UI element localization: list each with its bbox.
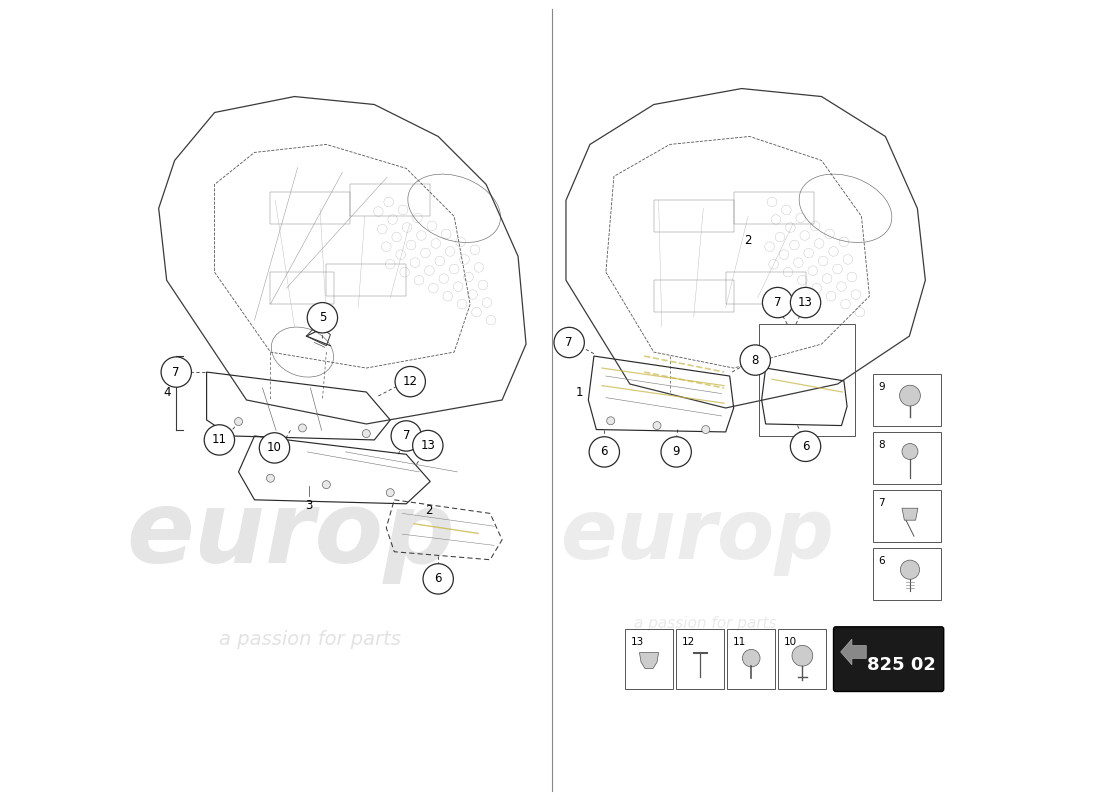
Circle shape xyxy=(702,426,710,434)
Bar xyxy=(726,272,805,304)
Circle shape xyxy=(424,564,453,594)
Circle shape xyxy=(322,481,330,489)
Text: 13: 13 xyxy=(630,637,644,647)
Circle shape xyxy=(762,287,793,318)
Text: 2: 2 xyxy=(745,234,751,246)
Text: a passion for parts: a passion for parts xyxy=(635,616,777,631)
Text: 1: 1 xyxy=(575,386,583,398)
Bar xyxy=(271,192,350,224)
Text: 4: 4 xyxy=(163,386,170,399)
Text: 6: 6 xyxy=(878,556,884,566)
Text: 6: 6 xyxy=(802,440,810,453)
Circle shape xyxy=(395,366,426,397)
Circle shape xyxy=(266,474,275,482)
Polygon shape xyxy=(902,508,918,520)
Text: 13: 13 xyxy=(420,439,436,452)
Text: europ: europ xyxy=(561,495,835,576)
Bar xyxy=(734,192,814,224)
Circle shape xyxy=(742,650,760,667)
Circle shape xyxy=(298,424,307,432)
Circle shape xyxy=(901,560,920,579)
Circle shape xyxy=(386,489,394,497)
Text: 3: 3 xyxy=(305,499,312,512)
Text: 7: 7 xyxy=(774,296,781,309)
Text: 7: 7 xyxy=(173,366,180,378)
Bar xyxy=(653,200,734,232)
Circle shape xyxy=(661,437,692,467)
Circle shape xyxy=(205,425,234,455)
Text: a passion for parts: a passion for parts xyxy=(220,630,402,649)
Circle shape xyxy=(161,357,191,387)
Text: 9: 9 xyxy=(878,382,884,392)
Circle shape xyxy=(412,430,443,461)
Text: 7: 7 xyxy=(565,336,573,349)
Text: 825 02: 825 02 xyxy=(867,656,936,674)
Bar xyxy=(653,280,734,312)
Text: 9: 9 xyxy=(672,446,680,458)
Circle shape xyxy=(307,302,338,333)
FancyBboxPatch shape xyxy=(834,627,944,691)
Text: europ: europ xyxy=(126,487,455,584)
Text: 13: 13 xyxy=(799,296,813,309)
Circle shape xyxy=(260,433,289,463)
Text: 8: 8 xyxy=(878,440,884,450)
Circle shape xyxy=(554,327,584,358)
Polygon shape xyxy=(639,653,659,669)
Text: 11: 11 xyxy=(733,637,746,647)
Text: 12: 12 xyxy=(403,375,418,388)
Text: 5: 5 xyxy=(319,311,326,324)
Circle shape xyxy=(234,418,242,426)
Bar xyxy=(271,272,334,304)
Bar xyxy=(327,264,406,296)
Text: 7: 7 xyxy=(878,498,884,508)
Polygon shape xyxy=(840,639,867,665)
Bar xyxy=(350,184,430,216)
Circle shape xyxy=(392,421,421,451)
Text: 11: 11 xyxy=(212,434,227,446)
Text: 2: 2 xyxy=(425,504,432,517)
Circle shape xyxy=(791,431,821,462)
Circle shape xyxy=(362,430,371,438)
Circle shape xyxy=(607,417,615,425)
Text: 10: 10 xyxy=(784,637,798,647)
Text: 8: 8 xyxy=(751,354,759,366)
Circle shape xyxy=(900,386,921,406)
Circle shape xyxy=(792,646,813,666)
Text: 6: 6 xyxy=(601,446,608,458)
Circle shape xyxy=(902,443,918,459)
Text: 12: 12 xyxy=(682,637,695,647)
Circle shape xyxy=(740,345,770,375)
Circle shape xyxy=(653,422,661,430)
Circle shape xyxy=(791,287,821,318)
Circle shape xyxy=(590,437,619,467)
Text: 6: 6 xyxy=(434,572,442,586)
Text: 7: 7 xyxy=(403,430,410,442)
Text: 10: 10 xyxy=(267,442,282,454)
